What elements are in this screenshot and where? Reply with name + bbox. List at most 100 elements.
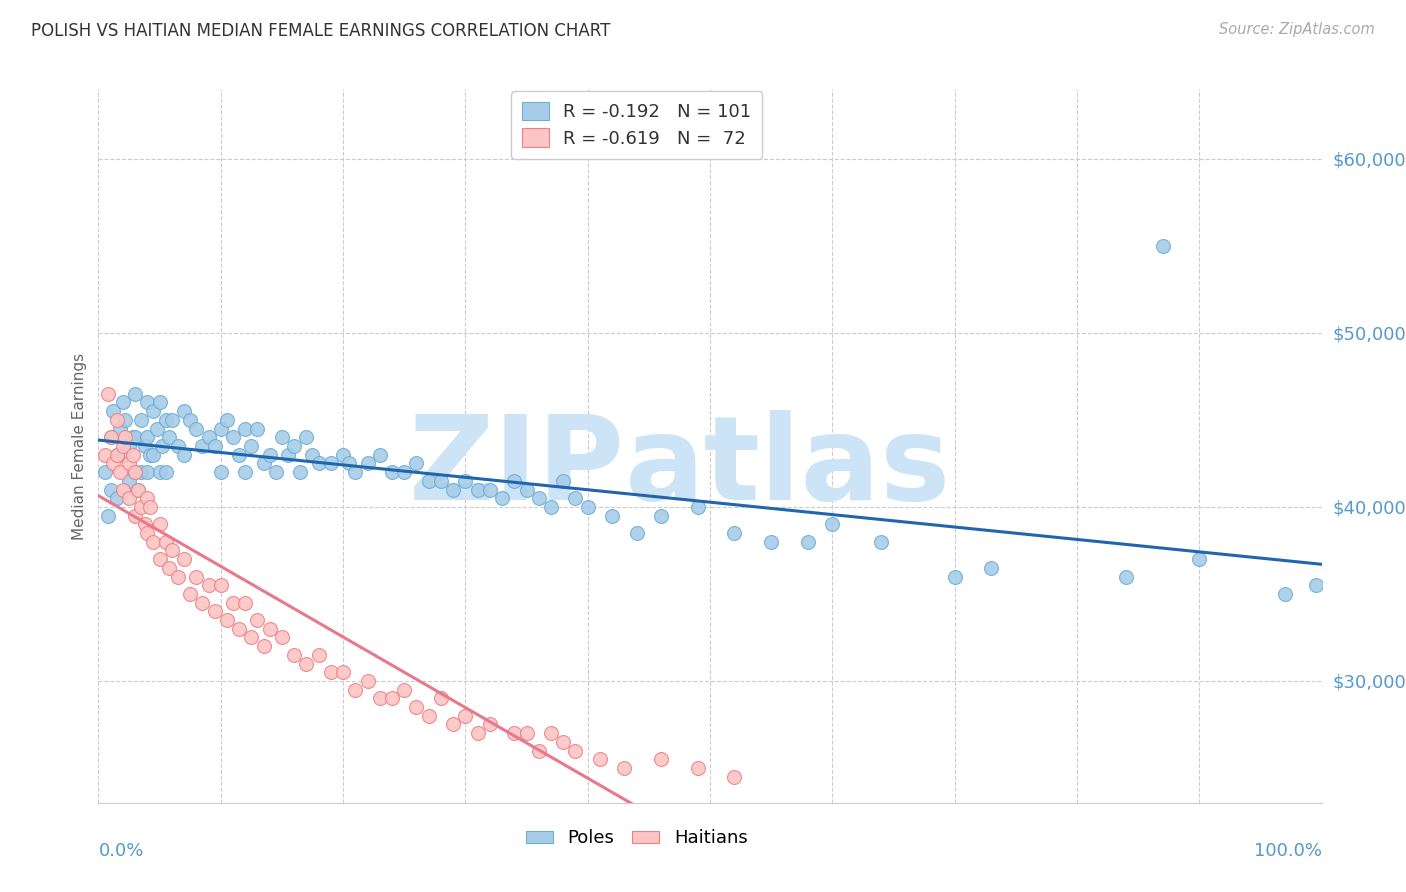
Point <box>381 691 404 706</box>
Point <box>121 448 143 462</box>
Point <box>723 770 745 784</box>
Point <box>418 708 440 723</box>
Point <box>157 561 180 575</box>
Point <box>191 439 214 453</box>
Point <box>118 474 141 488</box>
Text: Source: ZipAtlas.com: Source: ZipAtlas.com <box>1219 22 1375 37</box>
Point <box>136 395 159 409</box>
Point <box>332 448 354 462</box>
Point <box>114 413 136 427</box>
Point <box>105 448 128 462</box>
Point <box>454 474 477 488</box>
Point <box>308 648 330 662</box>
Point <box>301 448 323 462</box>
Point <box>240 631 263 645</box>
Point <box>222 430 245 444</box>
Point <box>110 421 132 435</box>
Text: atlas: atlas <box>624 410 950 524</box>
Point <box>1115 569 1137 583</box>
Point <box>270 430 294 444</box>
Point <box>308 457 330 471</box>
Point <box>209 465 232 479</box>
Point <box>197 578 219 592</box>
Point <box>124 508 146 523</box>
Text: 0.0%: 0.0% <box>98 842 143 860</box>
Point <box>134 517 156 532</box>
Point <box>142 404 165 418</box>
Point <box>186 569 208 583</box>
Point <box>368 448 391 462</box>
Point <box>155 413 177 427</box>
Point <box>295 657 318 671</box>
Point <box>160 543 183 558</box>
Point <box>626 526 648 541</box>
Point <box>197 430 219 444</box>
Point <box>1274 587 1296 601</box>
Point <box>319 457 342 471</box>
Point <box>167 569 190 583</box>
Point <box>139 448 162 462</box>
Point <box>191 596 214 610</box>
Point <box>686 761 709 775</box>
Point <box>136 430 159 444</box>
Point <box>93 448 115 462</box>
Point <box>478 483 501 497</box>
Point <box>149 395 172 409</box>
Point <box>121 430 143 444</box>
Text: 100.0%: 100.0% <box>1254 842 1322 860</box>
Point <box>491 491 513 506</box>
Point <box>127 483 149 497</box>
Point <box>173 448 195 462</box>
Point <box>686 500 709 514</box>
Point <box>222 596 245 610</box>
Point <box>129 413 152 427</box>
Point <box>503 726 526 740</box>
Point <box>179 413 201 427</box>
Point <box>118 439 141 453</box>
Point <box>564 743 586 757</box>
Point <box>295 430 318 444</box>
Y-axis label: Median Female Earnings: Median Female Earnings <box>72 352 87 540</box>
Point <box>252 457 274 471</box>
Point <box>441 483 464 497</box>
Point <box>467 726 489 740</box>
Point <box>943 569 966 583</box>
Point <box>124 430 146 444</box>
Point <box>650 752 672 766</box>
Point <box>110 465 132 479</box>
Point <box>101 404 124 418</box>
Point <box>134 439 156 453</box>
Point <box>761 534 783 549</box>
Point <box>215 413 238 427</box>
Point <box>1188 552 1211 566</box>
Point <box>173 552 195 566</box>
Text: ZIP: ZIP <box>408 410 624 524</box>
Point <box>441 717 464 731</box>
Point <box>283 648 305 662</box>
Point <box>589 752 612 766</box>
Point <box>155 465 177 479</box>
Point <box>553 474 575 488</box>
Point <box>97 386 120 401</box>
Point <box>150 439 173 453</box>
Point <box>527 743 550 757</box>
Point <box>136 465 159 479</box>
Point <box>167 439 190 453</box>
Point <box>576 500 599 514</box>
Point <box>980 561 1002 575</box>
Point <box>277 448 299 462</box>
Point <box>114 430 136 444</box>
Point <box>540 726 562 740</box>
Point <box>204 439 226 453</box>
Point <box>515 483 537 497</box>
Point <box>93 465 115 479</box>
Point <box>142 448 165 462</box>
Point <box>149 517 172 532</box>
Point <box>478 717 501 731</box>
Point <box>160 413 183 427</box>
Point <box>101 457 124 471</box>
Point <box>139 500 162 514</box>
Point <box>240 439 263 453</box>
Point <box>186 421 208 435</box>
Point <box>797 534 820 549</box>
